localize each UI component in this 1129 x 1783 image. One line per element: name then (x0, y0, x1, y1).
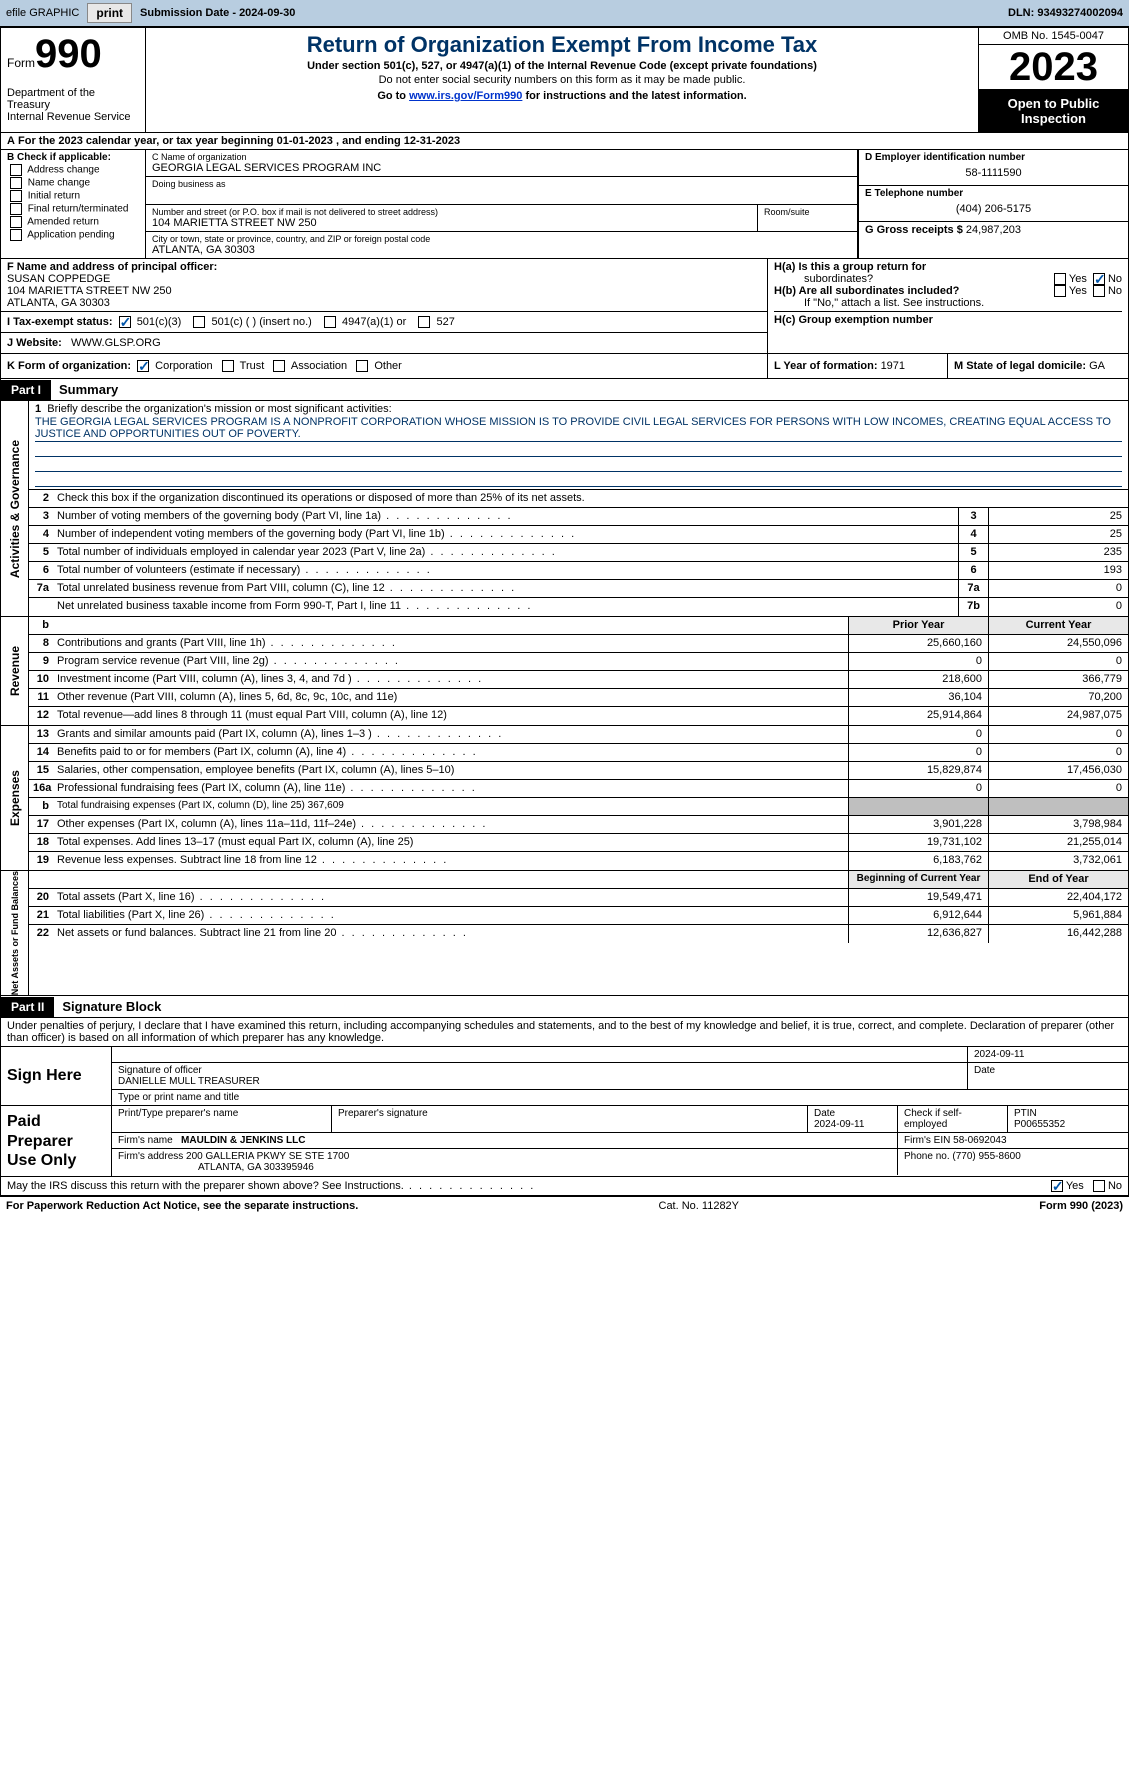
irs-link[interactable]: www.irs.gov/Form990 (409, 90, 522, 102)
line3-val: 25 (988, 508, 1128, 525)
box-f: F Name and address of principal officer:… (1, 259, 767, 312)
efile-label: efile GRAPHIC (6, 7, 79, 19)
org-name: GEORGIA LEGAL SERVICES PROGRAM INC (152, 162, 851, 174)
box-c: C Name of organizationGEORGIA LEGAL SERV… (146, 150, 858, 258)
box-deg: D Employer identification number58-11115… (858, 150, 1128, 258)
part1-header: Part ISummary (0, 379, 1129, 401)
line7b-val: 0 (988, 598, 1128, 616)
tax-year: 2023 (979, 45, 1128, 90)
firm-phone: (770) 955-8600 (952, 1151, 1020, 1162)
form-number: 990 (35, 32, 102, 76)
footer: For Paperwork Reduction Act Notice, see … (0, 1196, 1129, 1215)
signature-section: Sign Here 2024-09-11 Signature of office… (0, 1047, 1129, 1177)
box-b: B Check if applicable: Address change Na… (1, 150, 146, 258)
part2-header: Part IISignature Block (0, 996, 1129, 1018)
org-address: 104 MARIETTA STREET NW 250 (152, 217, 751, 229)
box-j: J Website: WWW.GLSP.ORG (1, 333, 767, 353)
state-domicile: GA (1089, 360, 1105, 372)
box-h: H(a) Is this a group return for subordin… (768, 259, 1128, 353)
print-button[interactable]: print (87, 3, 132, 23)
line5-val: 235 (988, 544, 1128, 561)
revenue-section: Revenue bPrior YearCurrent Year 8Contrib… (0, 617, 1129, 726)
dept-treasury: Department of the Treasury Internal Reve… (7, 87, 139, 123)
line7a-val: 0 (988, 580, 1128, 597)
checkbox-corp[interactable] (137, 360, 149, 372)
form-word: Form (7, 56, 35, 70)
gross-receipts: 24,987,203 (966, 224, 1021, 236)
top-bar: efile GRAPHIC print Submission Date - 20… (0, 0, 1129, 27)
phone: (404) 206-5175 (865, 199, 1122, 219)
officer-status-row: F Name and address of principal officer:… (0, 259, 1129, 354)
net-assets-section: Net Assets or Fund Balances Beginning of… (0, 871, 1129, 996)
year-formation: 1971 (881, 360, 905, 372)
sig-declaration: Under penalties of perjury, I declare th… (0, 1018, 1129, 1047)
line4-val: 25 (988, 526, 1128, 543)
website: WWW.GLSP.ORG (71, 337, 161, 349)
period-row: A For the 2023 calendar year, or tax yea… (0, 133, 1129, 150)
ein: 58-1111590 (865, 163, 1122, 183)
omb-number: OMB No. 1545-0047 (979, 28, 1128, 45)
open-inspection: Open to Public Inspection (979, 90, 1128, 132)
entity-block: B Check if applicable: Address change Na… (0, 150, 1129, 259)
klm-row: K Form of organization: Corporation Trus… (0, 354, 1129, 379)
form-note: Do not enter social security numbers on … (154, 74, 970, 86)
form-subtitle: Under section 501(c), 527, or 4947(a)(1)… (154, 60, 970, 72)
ptin: P00655352 (1014, 1119, 1065, 1130)
goto-line: Go to www.irs.gov/Form990 for instructio… (154, 90, 970, 102)
officer-name: DANIELLE MULL TREASURER (118, 1076, 260, 1087)
box-i: I Tax-exempt status: 501(c)(3) 501(c) ( … (1, 312, 767, 333)
firm-ein: 58-0692043 (953, 1135, 1006, 1146)
org-city: ATLANTA, GA 30303 (152, 244, 851, 256)
firm-name: MAULDIN & JENKINS LLC (181, 1135, 305, 1146)
line6-val: 193 (988, 562, 1128, 579)
form-title: Return of Organization Exempt From Incom… (154, 32, 970, 58)
discuss-row: May the IRS discuss this return with the… (0, 1177, 1129, 1196)
checkbox-ha-no[interactable] (1093, 273, 1105, 285)
dln: DLN: 93493274002094 (1008, 7, 1123, 19)
checkbox-discuss-yes[interactable] (1051, 1180, 1063, 1192)
form-header: Form990 Department of the Treasury Inter… (0, 27, 1129, 133)
expenses-section: Expenses 13Grants and similar amounts pa… (0, 726, 1129, 871)
submission-date: Submission Date - 2024-09-30 (140, 7, 295, 19)
activities-governance: Activities & Governance 1 Briefly descri… (0, 401, 1129, 617)
mission-text: THE GEORGIA LEGAL SERVICES PROGRAM IS A … (35, 415, 1122, 442)
checkbox-501c3[interactable] (119, 316, 131, 328)
